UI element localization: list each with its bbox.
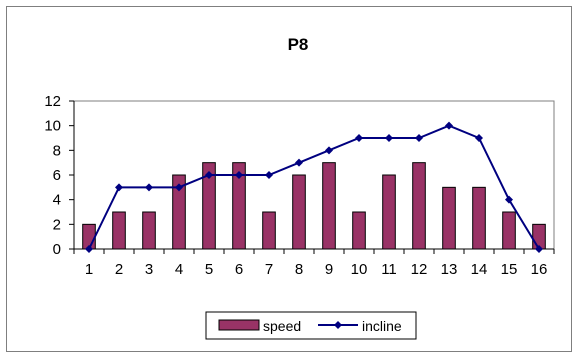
incline-point — [445, 121, 453, 130]
y-tick-label: 10 — [44, 118, 61, 135]
speed-bar — [442, 186, 456, 250]
legend-speed-swatch — [218, 319, 260, 331]
speed-bar — [292, 174, 306, 250]
speed-bar — [112, 211, 126, 250]
speed-bar — [382, 174, 396, 250]
x-tick-label: 9 — [325, 261, 333, 278]
speed-bar — [232, 162, 246, 250]
incline-point — [295, 158, 303, 167]
incline-line — [88, 124, 540, 250]
speed-bar — [352, 211, 366, 250]
x-tick-label: 11 — [381, 261, 397, 278]
speed-bar — [202, 162, 216, 250]
speed-bar — [172, 174, 186, 250]
y-tick-label: 4 — [53, 192, 61, 209]
speed-bar — [412, 162, 426, 250]
x-tick-label: 2 — [115, 261, 123, 278]
speed-bar — [262, 211, 276, 250]
x-tick-label: 8 — [295, 261, 303, 278]
incline-point — [475, 134, 483, 142]
x-tick-label: 15 — [501, 261, 518, 278]
x-tick-label: 16 — [531, 261, 548, 278]
x-tick-label: 7 — [265, 261, 273, 278]
speed-bar — [322, 162, 336, 250]
y-tick-label: 12 — [44, 93, 61, 110]
speed-bar — [472, 186, 486, 250]
incline-point — [325, 146, 333, 155]
y-tick-label: 6 — [53, 167, 61, 184]
x-tick-label: 13 — [441, 261, 458, 278]
incline-point — [355, 134, 363, 142]
legend: speed incline — [205, 311, 417, 340]
x-tick-label: 4 — [175, 261, 183, 278]
y-tick-label: 0 — [53, 241, 61, 258]
legend-incline-label: incline — [362, 318, 402, 334]
legend-speed-label: speed — [263, 318, 301, 334]
chart-title: P8 — [288, 35, 309, 54]
incline-point — [205, 171, 213, 179]
speed-bars — [82, 162, 546, 250]
speed-bar — [142, 211, 156, 250]
incline-point — [415, 134, 423, 142]
incline-point — [505, 195, 513, 204]
incline-point — [175, 183, 183, 192]
incline-point — [115, 183, 123, 192]
incline-series — [85, 121, 543, 253]
speed-bar — [502, 211, 516, 250]
incline-point — [235, 171, 243, 179]
incline-point — [265, 171, 273, 179]
x-tick-label: 14 — [471, 261, 488, 278]
incline-point — [85, 245, 93, 253]
x-tick-label: 10 — [351, 261, 368, 278]
x-tick-label: 3 — [145, 261, 153, 278]
incline-point — [145, 183, 153, 192]
x-tick-label: 1 — [85, 261, 93, 278]
incline-point — [385, 134, 393, 142]
x-axis: 1 2 3 4 5 6 7 8 9 10 11 12 13 14 15 16 — [73, 248, 555, 278]
legend-incline-marker — [334, 321, 342, 329]
x-tick-label: 5 — [205, 261, 213, 278]
y-tick-label: 2 — [53, 216, 61, 233]
y-axis: 0 2 4 6 8 10 12 — [44, 93, 75, 258]
y-tick-label: 8 — [53, 142, 61, 159]
x-tick-label: 12 — [411, 261, 428, 278]
incline-point — [535, 245, 543, 253]
x-tick-label: 6 — [235, 261, 243, 278]
